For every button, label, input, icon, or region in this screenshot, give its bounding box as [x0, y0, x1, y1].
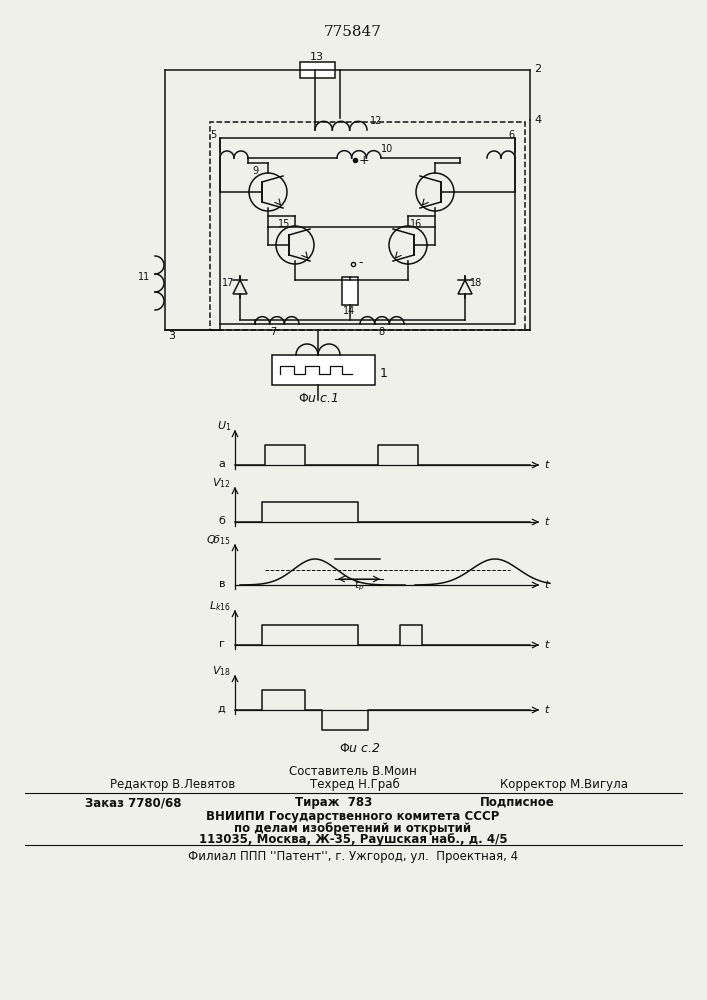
Text: Редактор В.Левятов: Редактор В.Левятов: [110, 778, 235, 791]
Text: Подписное: Подписное: [480, 796, 555, 809]
Text: 18: 18: [470, 278, 482, 288]
Bar: [210, 122, 525, 330]
Text: 12: 12: [370, 116, 382, 126]
Text: Составитель В.Моин: Составитель В.Моин: [289, 765, 417, 778]
Text: 5: 5: [210, 130, 216, 140]
Text: t: t: [544, 580, 549, 590]
Text: 11: 11: [138, 272, 151, 282]
Text: $t_p$: $t_p$: [354, 578, 364, 593]
Text: $V_{18}$: $V_{18}$: [212, 664, 231, 678]
Text: t: t: [544, 517, 549, 527]
Bar: [300, 62, 335, 78]
Text: 775847: 775847: [324, 25, 382, 39]
Text: д: д: [217, 704, 225, 714]
Text: $U_1$: $U_1$: [216, 419, 231, 433]
Text: 17: 17: [222, 278, 235, 288]
Text: г: г: [219, 639, 225, 649]
Text: 1: 1: [380, 367, 388, 380]
Text: $\Phi u$ c.2: $\Phi u$ c.2: [339, 742, 380, 755]
Text: 14: 14: [343, 306, 355, 316]
Text: 15: 15: [278, 219, 291, 229]
Text: ВНИИПИ Государственного комитета СССР: ВНИИПИ Государственного комитета СССР: [206, 810, 500, 823]
Bar: [272, 355, 375, 385]
Text: 4: 4: [534, 115, 541, 125]
Text: Заказ 7780/68: Заказ 7780/68: [85, 796, 182, 809]
Text: 3: 3: [168, 331, 175, 341]
Text: 7: 7: [270, 327, 276, 337]
Text: в: в: [218, 579, 225, 589]
Text: $V_{12}$: $V_{12}$: [212, 476, 231, 490]
Text: t: t: [544, 460, 549, 470]
Text: $\Phi u$ c.1: $\Phi u$ c.1: [298, 392, 339, 405]
Text: t: t: [544, 705, 549, 715]
Text: 9: 9: [252, 166, 258, 176]
Text: по делам изобретений и открытий: по делам изобретений и открытий: [235, 822, 472, 835]
Text: Филиал ППП ''Патент'', г. Ужгород, ул.  Проектная, 4: Филиал ППП ''Патент'', г. Ужгород, ул. П…: [188, 850, 518, 863]
Text: -: -: [358, 256, 363, 269]
Text: t: t: [544, 640, 549, 650]
Bar: [342, 277, 358, 305]
Text: Техред Н.Граб: Техред Н.Граб: [310, 778, 399, 791]
Text: 10: 10: [381, 144, 393, 154]
Text: +: +: [359, 154, 370, 167]
Bar: [220, 138, 515, 324]
Text: $L_{k16}$: $L_{k16}$: [209, 599, 231, 613]
Text: 8: 8: [378, 327, 384, 337]
Text: б: б: [218, 516, 225, 526]
Text: Тираж  783: Тираж 783: [295, 796, 373, 809]
Text: 13: 13: [310, 52, 324, 62]
Text: 6: 6: [508, 130, 514, 140]
Text: a: a: [218, 459, 225, 469]
Text: 16: 16: [410, 219, 422, 229]
Text: $Q\!б_{15}$: $Q\!б_{15}$: [206, 533, 231, 547]
Text: 113035, Москва, Ж-35, Раушская наб., д. 4/5: 113035, Москва, Ж-35, Раушская наб., д. …: [199, 833, 508, 846]
Text: 2: 2: [534, 64, 541, 74]
Text: Корректор М.Вигула: Корректор М.Вигула: [500, 778, 628, 791]
